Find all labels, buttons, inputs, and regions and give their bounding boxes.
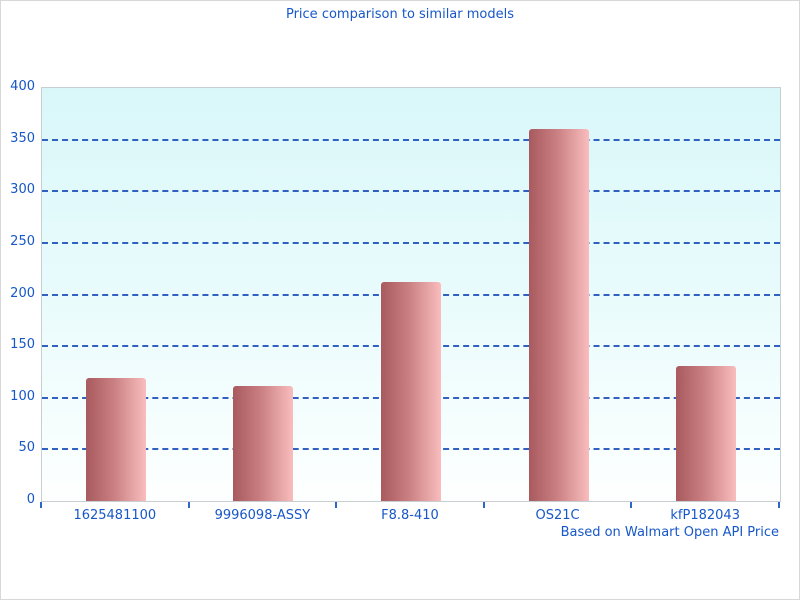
y-axis-label-400: 400: [10, 79, 35, 94]
y-axis-label-200: 200: [10, 285, 35, 301]
bar-os21c: [528, 129, 589, 501]
x-axis-tick: [630, 502, 633, 508]
x-axis-label-f8-8-410: F8.8-410: [381, 508, 439, 523]
x-axis-tick: [482, 502, 485, 508]
y-axis-label-350: 350: [10, 130, 35, 146]
chart-title: Price comparison to similar models: [285, 7, 515, 22]
gridline-250: [42, 241, 780, 244]
bar-1625481100: [85, 378, 146, 501]
y-axis-label-100: 100: [10, 388, 35, 404]
gridline-350: [42, 138, 780, 141]
x-axis-label-os21c: OS21C: [535, 508, 580, 523]
x-axis-tick: [40, 502, 42, 508]
x-axis-tick: [778, 502, 780, 508]
source-note: Based on Walmart Open API Price: [560, 525, 779, 540]
y-axis-label-50: 50: [18, 440, 35, 456]
x-axis-tick: [187, 502, 190, 508]
bar-kfp182043: [676, 365, 737, 501]
y-axis-label-150: 150: [10, 337, 35, 353]
bar-9996098-assy: [233, 386, 294, 501]
bar-f8-8-410: [381, 282, 441, 501]
gridline-300: [42, 190, 780, 193]
x-axis-label-9996098-assy: 9996098-ASSY: [214, 508, 311, 523]
y-axis-label-250: 250: [10, 233, 35, 249]
x-axis-label-1625481100: 1625481100: [73, 508, 157, 523]
plot-area: [41, 87, 781, 502]
x-axis-label-kfp182043: kfP182043: [670, 508, 740, 523]
y-axis-label-300: 300: [10, 182, 35, 198]
x-axis-tick: [335, 502, 338, 508]
y-axis-label-0: 0: [26, 492, 35, 507]
